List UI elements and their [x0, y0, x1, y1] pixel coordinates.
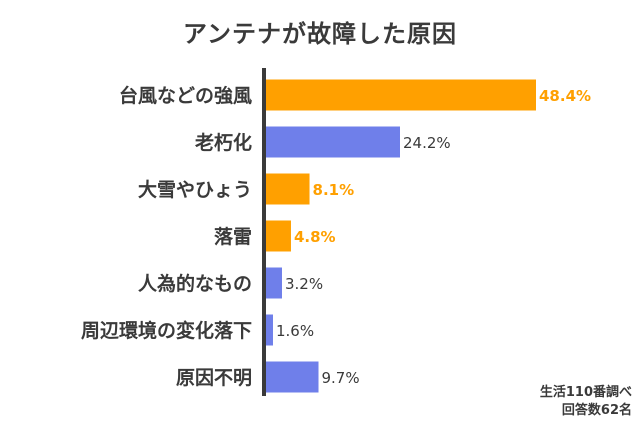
value-label-4: 3.2%: [285, 275, 323, 293]
bar-4: [264, 267, 282, 299]
value-label-5: 1.6%: [276, 322, 314, 340]
bar-6: [264, 361, 319, 393]
value-label-1: 24.2%: [403, 134, 451, 152]
source-note: 生活110番調べ 回答数62名: [540, 384, 632, 420]
value-label-6: 9.7%: [322, 369, 360, 387]
value-label-2: 8.1%: [313, 181, 355, 199]
category-label-5: 周辺環境の変化落下: [81, 319, 252, 342]
category-label-1: 老朽化: [195, 131, 252, 154]
bar-3: [264, 220, 291, 252]
source-note-line2: 回答数62名: [561, 403, 632, 418]
bar-5: [264, 314, 273, 346]
bar-0: [264, 79, 536, 111]
category-label-0: 台風などの強風: [119, 84, 252, 107]
category-label-3: 落雷: [214, 225, 252, 248]
category-label-4: 人為的なもの: [138, 272, 252, 295]
chart-title: アンテナが故障した原因: [182, 20, 458, 48]
bar-2: [264, 173, 310, 205]
value-label-0: 48.4%: [539, 87, 591, 105]
category-label-6: 原因不明: [176, 367, 252, 389]
bar-1: [264, 126, 400, 158]
value-label-3: 4.8%: [294, 228, 336, 246]
category-label-2: 大雪やひょう: [138, 178, 252, 201]
source-note-line1: 生活110番調べ: [539, 385, 632, 400]
